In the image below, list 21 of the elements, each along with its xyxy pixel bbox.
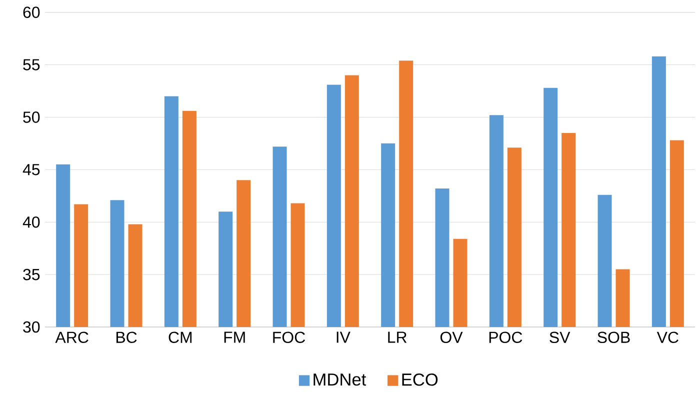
y-tick-label: 40 [22, 216, 40, 228]
y-tick-label: 35 [23, 268, 40, 280]
y-tick-label: 55 [23, 59, 40, 70]
x-tick-label: FOC [273, 332, 306, 344]
y-tick-label: 45 [22, 164, 40, 176]
y-tick-label: 50 [23, 112, 40, 123]
x-tick-label: OV [440, 332, 463, 344]
x-tick-label: SOB [598, 332, 630, 344]
x-tick-label: SV [550, 332, 570, 344]
x-tick-label: CM [168, 332, 192, 344]
x-tick-label: ARC [55, 332, 88, 344]
legend-label: ECO [402, 373, 438, 386]
x-tick-label: IV [336, 332, 350, 343]
y-tick-label: 30 [23, 321, 40, 333]
legend-label: MDNet [314, 374, 366, 386]
y-tick-label: 60 [23, 6, 40, 18]
x-tick-label: LR [388, 332, 407, 343]
x-tick-label: POC [489, 332, 522, 344]
x-tick-label: BC [116, 332, 137, 344]
x-tick-label: VC [656, 332, 678, 344]
x-tick-label: FM [224, 332, 245, 343]
